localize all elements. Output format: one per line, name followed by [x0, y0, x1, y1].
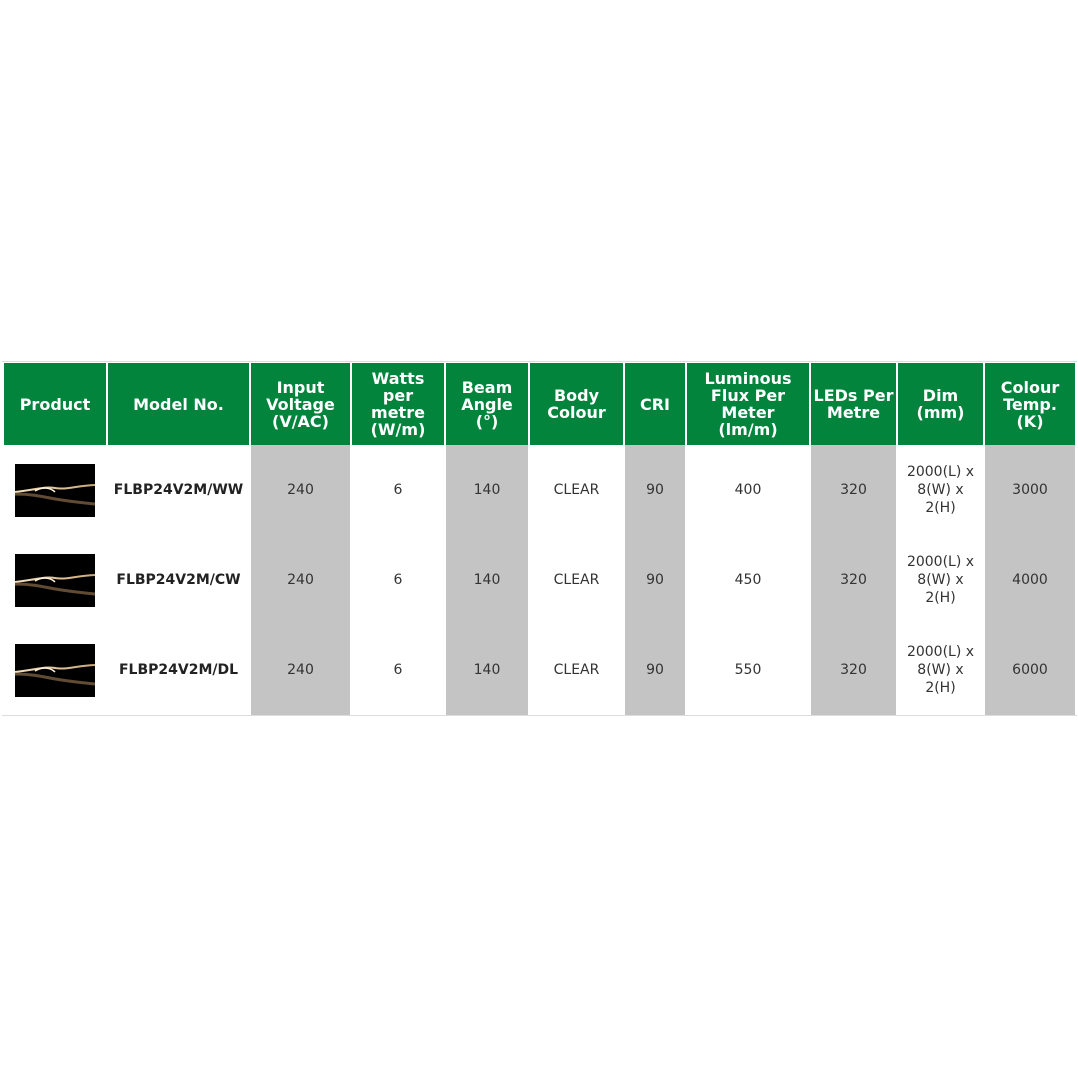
dimensions: 2000(L) x 8(W) x 2(H) — [906, 554, 975, 606]
header-row: Product Model No. Input Voltage (V/AC) W… — [4, 363, 1075, 445]
table-row: FLBP24V2M/WW 240 6 140 CLEAR 90 400 320 … — [4, 445, 1075, 535]
dimensions: 2000(L) x 8(W) x 2(H) — [906, 464, 975, 516]
input-voltage: 240 — [251, 625, 350, 715]
header-colour-temp: Colour Temp. (K) — [985, 363, 1075, 445]
led-strip-photo — [15, 643, 95, 697]
colour-temp: 3000 — [985, 445, 1075, 535]
cri: 90 — [625, 535, 685, 625]
beam-angle: 140 — [446, 445, 528, 535]
body-colour: CLEAR — [553, 572, 600, 588]
beam-angle: 140 — [446, 625, 528, 715]
header-watts: Watts per metre (W/m) — [352, 363, 444, 445]
header-model: Model No. — [108, 363, 249, 445]
product-image-cell — [4, 445, 106, 535]
cri: 90 — [625, 625, 685, 715]
header-body-colour: Body Colour — [530, 363, 623, 445]
cri: 90 — [625, 445, 685, 535]
colour-temp: 6000 — [985, 625, 1075, 715]
header-product: Product — [4, 363, 106, 445]
model-number: FLBP24V2M/WW — [113, 482, 244, 498]
header-beam: Beam Angle (°) — [446, 363, 528, 445]
header-cri: CRI — [625, 363, 685, 445]
header-flux: Luminous Flux Per Meter (lm/m) — [687, 363, 809, 445]
model-number: FLBP24V2M/DL — [118, 662, 239, 678]
leds-per-metre: 320 — [811, 625, 896, 715]
header-dim: Dim (mm) — [898, 363, 983, 445]
product-image-cell — [4, 625, 106, 715]
luminous-flux: 450 — [734, 572, 762, 588]
header-voltage: Input Voltage (V/AC) — [251, 363, 350, 445]
luminous-flux: 400 — [734, 482, 762, 498]
leds-per-metre: 320 — [811, 445, 896, 535]
watts-per-metre: 6 — [393, 482, 403, 498]
watts-per-metre: 6 — [393, 572, 403, 588]
colour-temp: 4000 — [985, 535, 1075, 625]
led-strip-photo — [15, 463, 95, 517]
luminous-flux: 550 — [734, 662, 762, 678]
input-voltage: 240 — [251, 445, 350, 535]
beam-angle: 140 — [446, 535, 528, 625]
product-spec-table: Product Model No. Input Voltage (V/AC) W… — [2, 363, 1077, 715]
body-colour: CLEAR — [553, 662, 600, 678]
header-leds: LEDs Per Metre — [811, 363, 896, 445]
product-spec-table-wrapper: Product Model No. Input Voltage (V/AC) W… — [2, 361, 1077, 716]
body-colour: CLEAR — [553, 482, 600, 498]
product-image-cell — [4, 535, 106, 625]
input-voltage: 240 — [251, 535, 350, 625]
model-number: FLBP24V2M/CW — [116, 572, 241, 588]
led-strip-photo — [15, 553, 95, 607]
table-row: FLBP24V2M/CW 240 6 140 CLEAR 90 450 320 … — [4, 535, 1075, 625]
leds-per-metre: 320 — [811, 535, 896, 625]
watts-per-metre: 6 — [393, 662, 403, 678]
table-row: FLBP24V2M/DL 240 6 140 CLEAR 90 550 320 … — [4, 625, 1075, 715]
dimensions: 2000(L) x 8(W) x 2(H) — [906, 644, 975, 696]
